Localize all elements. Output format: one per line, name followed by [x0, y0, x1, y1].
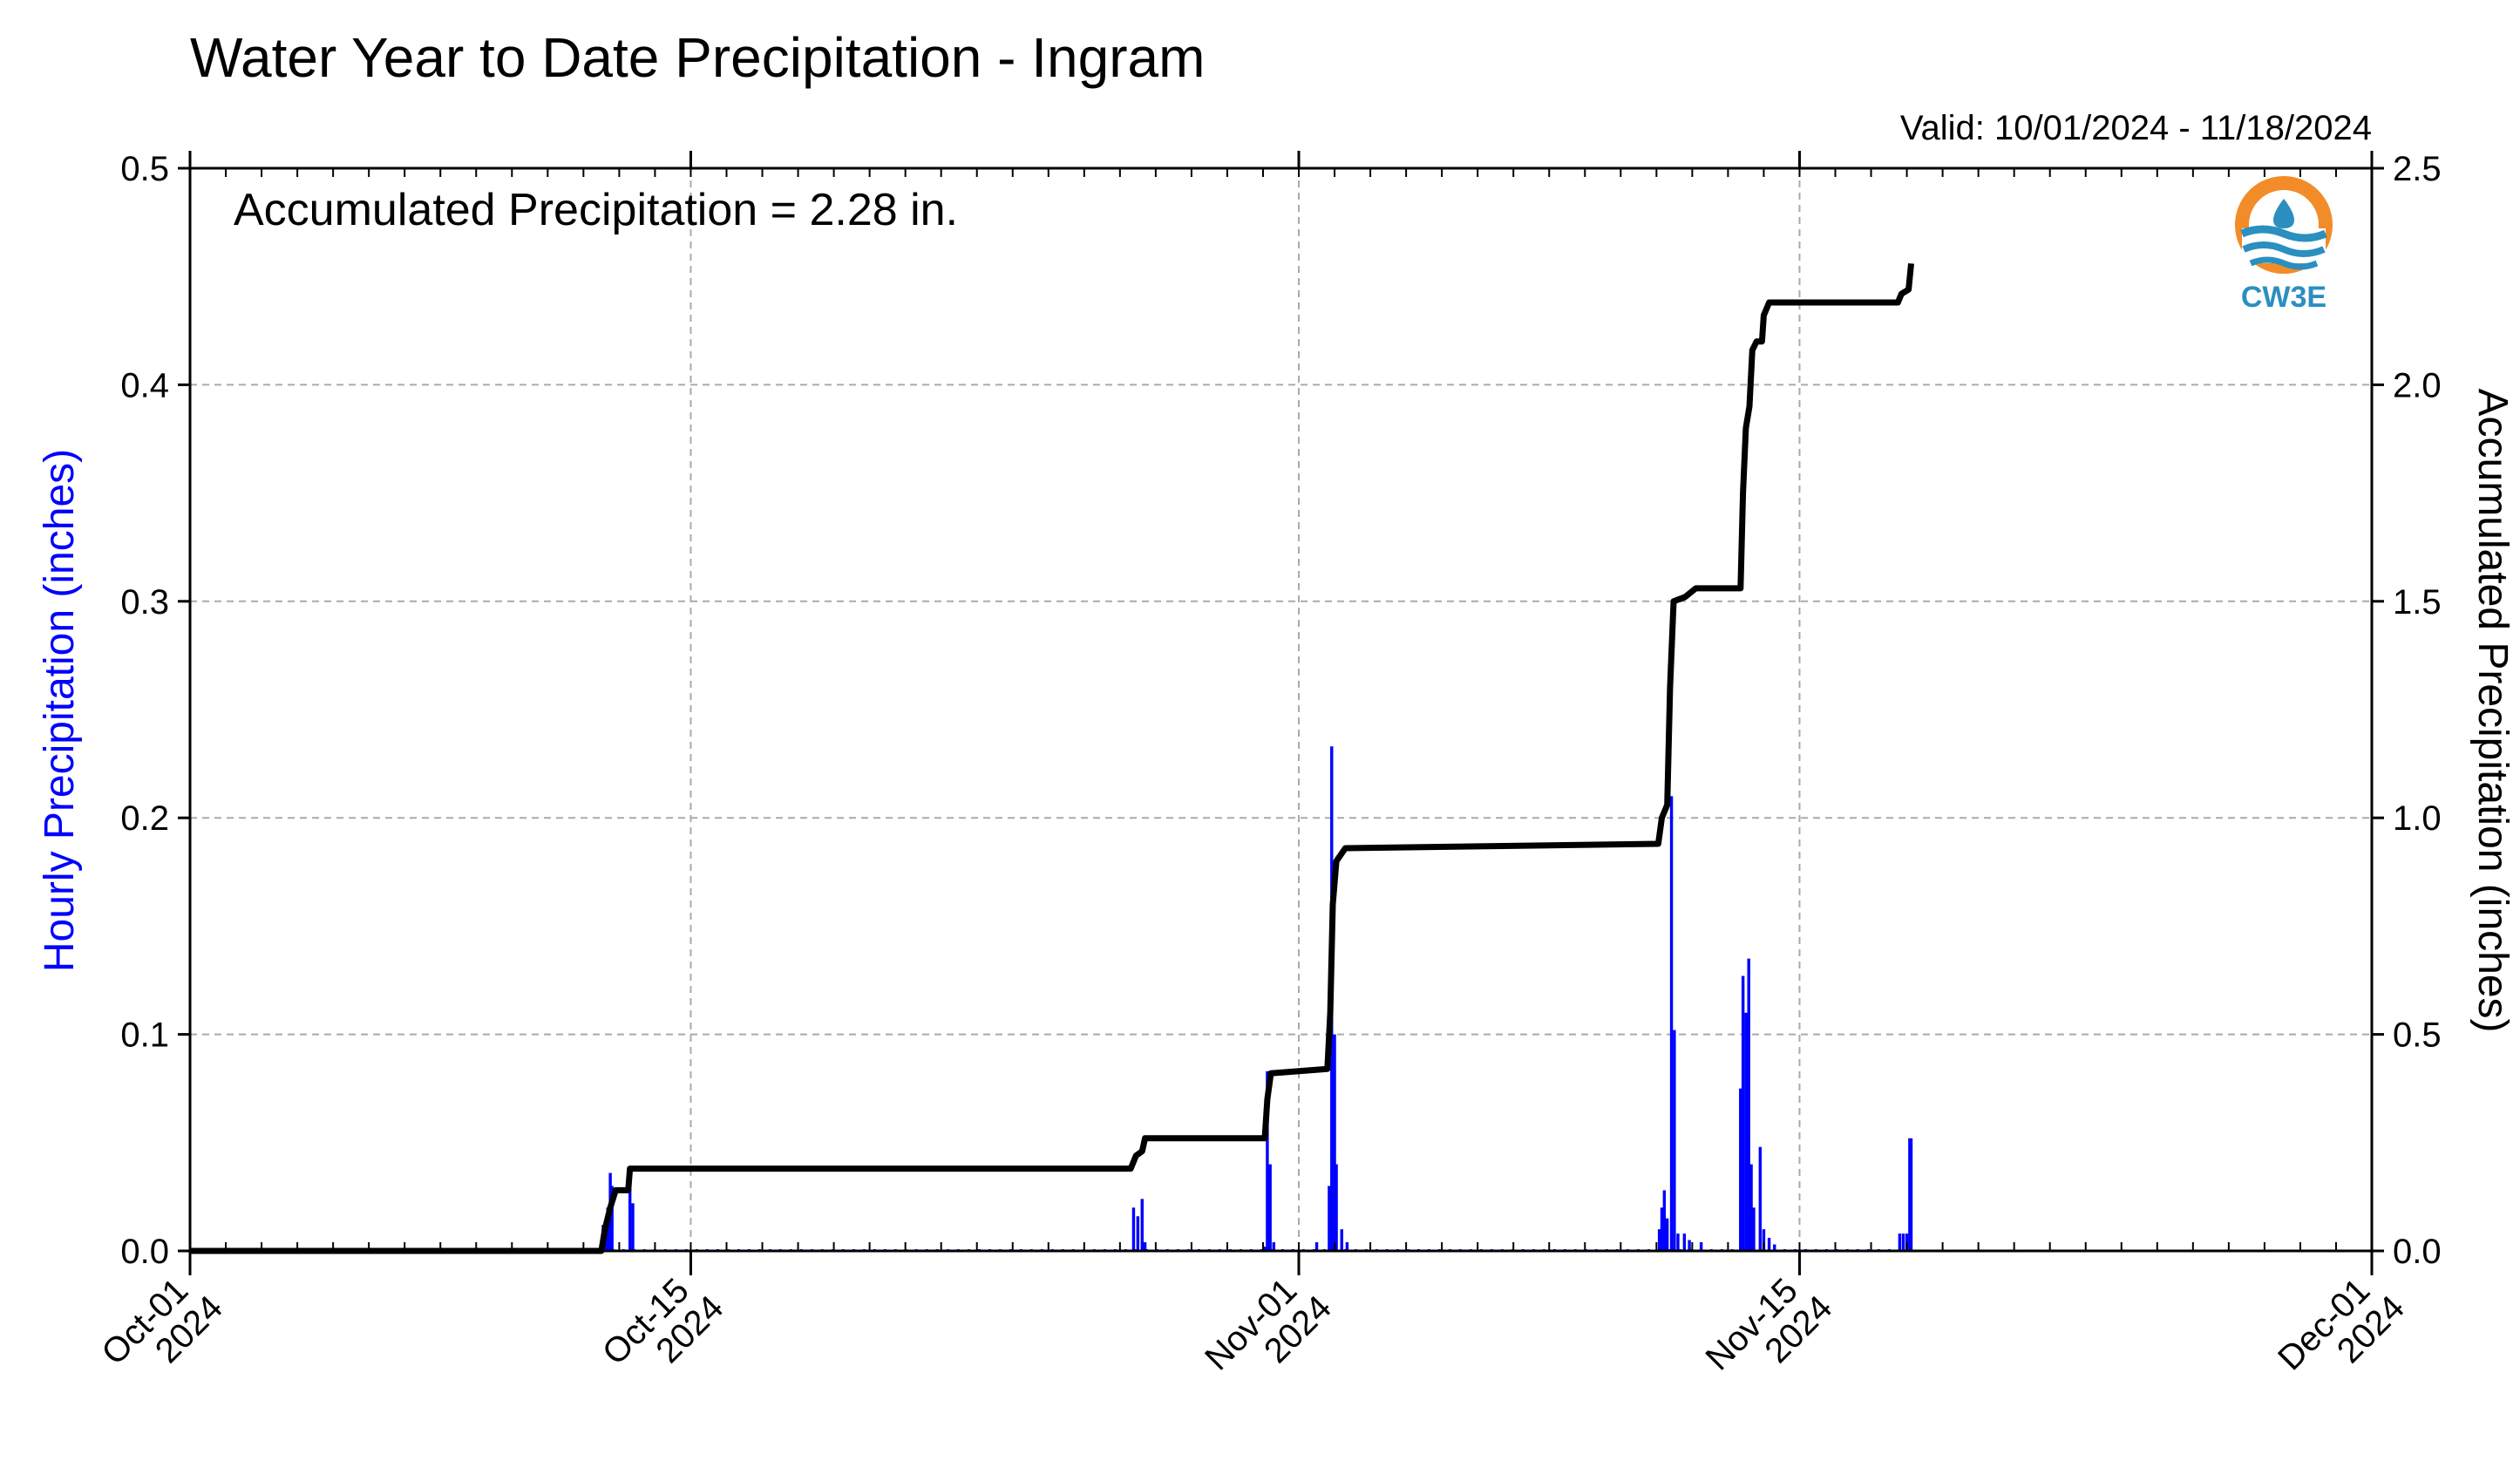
hourly-precip-bar	[1136, 1216, 1140, 1251]
left-y-tick-label: 0.2	[120, 799, 169, 838]
plot-frame	[188, 166, 2374, 1253]
hourly-precip-bar	[1673, 1029, 1676, 1251]
cw3e-logo: CW3E	[2235, 176, 2333, 314]
hourly-precip-bar	[1752, 1207, 1756, 1251]
right-y-tick-label: 2.5	[2393, 150, 2442, 188]
hourly-precip-bar	[1682, 1233, 1687, 1251]
left-y-tick-label: 0.1	[120, 1016, 169, 1055]
left-y-axis: 0.0 0.1 0.2 0.3 0.4 0.5	[120, 150, 190, 1271]
hourly-precip-bar	[1901, 1233, 1905, 1251]
hourly-precip-bar	[1662, 1190, 1667, 1251]
grid-lines	[190, 168, 2372, 1251]
right-y-tick-label: 1.0	[2393, 799, 2442, 838]
hourly-precip-bar	[628, 1186, 632, 1251]
logo-text: CW3E	[2241, 281, 2326, 314]
left-y-tick-label: 0.5	[120, 150, 169, 188]
accumulated-total-annotation: Accumulated Precipitation = 2.28 in.	[234, 185, 958, 235]
hourly-precip-bar	[1263, 1247, 1267, 1251]
hourly-precip-bar	[1767, 1238, 1771, 1251]
hourly-precip-bar	[1340, 1229, 1343, 1251]
right-y-tick-label: 0.5	[2393, 1016, 2442, 1055]
valid-date-range: Valid: 10/01/2024 - 11/18/2024	[1900, 109, 2372, 147]
hourly-precip-bar	[1749, 1164, 1753, 1251]
hourly-precip-bar	[1268, 1164, 1272, 1251]
hourly-precip-bar	[1688, 1240, 1691, 1251]
right-y-tick-label: 2.0	[2393, 366, 2442, 404]
hourly-precip-bar	[1699, 1242, 1703, 1251]
hourly-precip-bar	[1758, 1146, 1763, 1251]
hourly-precip-bar	[1140, 1199, 1145, 1251]
right-y-tick-label: 0.0	[2393, 1233, 2442, 1271]
hourly-precip-bar	[1314, 1242, 1319, 1251]
hourly-precip-bar	[1131, 1207, 1136, 1251]
hourly-precip-bar	[1657, 1229, 1661, 1251]
hourly-precip-bar	[1741, 975, 1745, 1251]
left-y-tick-label: 0.0	[120, 1233, 169, 1271]
left-y-tick-label: 0.3	[120, 583, 169, 622]
right-y-tick-label: 1.5	[2393, 583, 2442, 622]
logo-wave-icon	[2249, 256, 2319, 270]
hourly-precip-bar	[1665, 1218, 1669, 1251]
logo-wave-icon	[2242, 241, 2326, 257]
x-axis-minor-ticks	[225, 168, 2337, 1251]
hourly-precip-bar	[1660, 1207, 1664, 1251]
logo-drop-icon	[2273, 199, 2294, 228]
logo-ring-icon	[2235, 176, 2333, 274]
right-y-axis: 0.0 0.5 1.0 1.5 2.0 2.5	[2372, 150, 2442, 1271]
chart-title: Water Year to Date Precipitation - Ingra…	[190, 26, 1205, 89]
hourly-precip-bar	[1773, 1244, 1776, 1251]
left-y-tick-label: 0.4	[120, 366, 169, 404]
hourly-precip-bar	[1143, 1242, 1147, 1251]
logo-wave-icon	[2240, 225, 2327, 242]
hourly-precip-bar	[1909, 1138, 1913, 1251]
hourly-precip-bar	[1898, 1233, 1902, 1251]
hourly-precip-bar	[631, 1203, 635, 1251]
hourly-precip-bar	[1744, 1012, 1748, 1251]
hourly-precip-bar	[1676, 1233, 1680, 1251]
hourly-precip-bar	[1345, 1242, 1349, 1251]
right-y-axis-label: Accumulated Precipitation (inches)	[2469, 388, 2516, 1032]
left-y-axis-label: Hourly Precipitation (inches)	[37, 449, 83, 972]
hourly-precip-bar	[1335, 1164, 1338, 1251]
hourly-precip-bar	[1272, 1242, 1276, 1251]
hourly-precip-bar	[1333, 1034, 1336, 1251]
hourly-precip-bar	[1669, 796, 1674, 1251]
hourly-precip-bar	[1328, 1186, 1331, 1251]
hourly-precip-bar	[610, 1186, 614, 1251]
accumulated-precip-line	[190, 262, 1914, 1254]
hourly-precip-bar	[1266, 1070, 1269, 1251]
hourly-precip-bar	[1762, 1229, 1766, 1251]
hourly-precip-bar	[1739, 1088, 1742, 1251]
hourly-precip-bar	[1747, 958, 1750, 1251]
